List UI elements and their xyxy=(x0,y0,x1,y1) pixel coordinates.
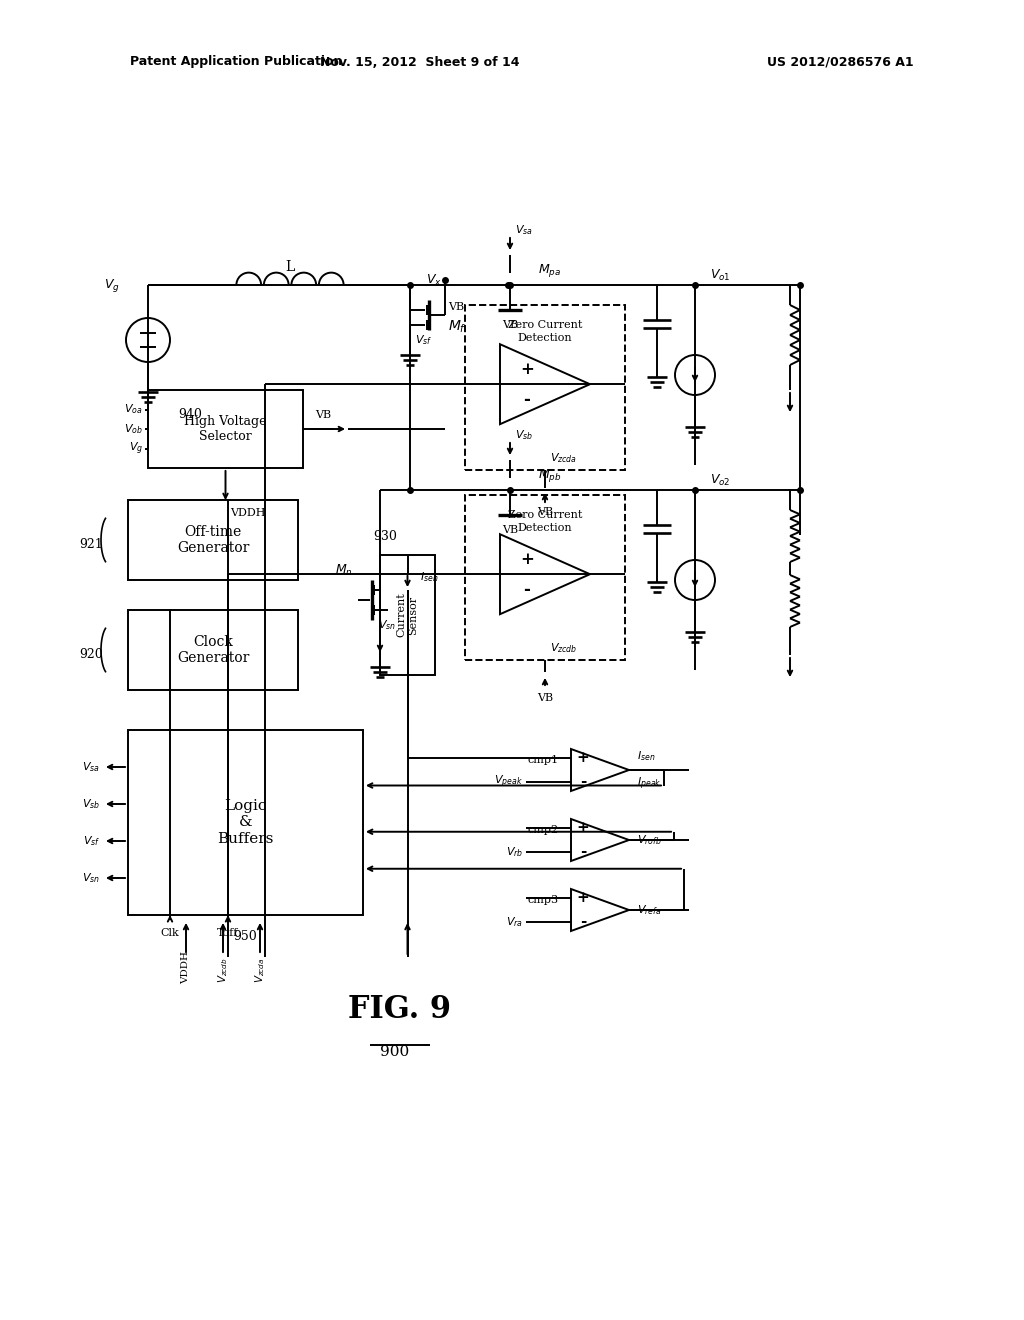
Text: $V_{zcdb}$: $V_{zcdb}$ xyxy=(550,642,578,655)
Text: cmp2: cmp2 xyxy=(528,825,559,836)
Text: Zero Current: Zero Current xyxy=(508,319,583,330)
Text: $V_{sa}$: $V_{sa}$ xyxy=(82,760,100,774)
Text: $M_{pb}$: $M_{pb}$ xyxy=(538,466,561,483)
Text: -: - xyxy=(523,581,530,598)
Text: $M_n$: $M_n$ xyxy=(335,562,353,578)
Text: $V_{zcda}$: $V_{zcda}$ xyxy=(253,957,267,983)
Text: $V_x$: $V_x$ xyxy=(426,272,441,288)
Text: $V_{peak}$: $V_{peak}$ xyxy=(495,774,523,791)
Bar xyxy=(128,730,362,915)
Text: +: + xyxy=(577,751,590,766)
Text: $I_{peak}$: $I_{peak}$ xyxy=(637,776,662,792)
Text: $M_{pa}$: $M_{pa}$ xyxy=(538,261,561,279)
Text: 900: 900 xyxy=(380,1045,410,1059)
Text: VDDH: VDDH xyxy=(181,950,190,983)
Text: +: + xyxy=(577,891,590,906)
Text: Logic
&
Buffers: Logic & Buffers xyxy=(217,800,273,846)
Text: US 2012/0286576 A1: US 2012/0286576 A1 xyxy=(767,55,913,69)
Bar xyxy=(148,389,303,469)
Text: Current
Sensor: Current Sensor xyxy=(396,593,418,638)
Text: 930: 930 xyxy=(373,531,397,544)
Bar xyxy=(380,554,435,675)
Text: Nov. 15, 2012  Sheet 9 of 14: Nov. 15, 2012 Sheet 9 of 14 xyxy=(321,55,520,69)
Text: Off-time
Generator: Off-time Generator xyxy=(177,525,249,556)
Text: $V_{sn}$: $V_{sn}$ xyxy=(82,871,100,884)
Text: $V_{ob}$: $V_{ob}$ xyxy=(124,422,143,436)
Text: VDDH: VDDH xyxy=(230,508,266,517)
Text: $V_{o1}$: $V_{o1}$ xyxy=(710,268,731,282)
Text: $V_{rofb}$: $V_{rofb}$ xyxy=(637,833,662,847)
Text: 950: 950 xyxy=(233,931,257,944)
Text: Zero Current: Zero Current xyxy=(508,510,583,520)
Bar xyxy=(465,495,625,660)
Text: $I_{sen}$: $I_{sen}$ xyxy=(637,750,655,763)
Text: FIG. 9: FIG. 9 xyxy=(348,994,452,1026)
Text: VB: VB xyxy=(502,319,518,330)
Bar xyxy=(128,500,298,579)
Text: Detection: Detection xyxy=(518,333,572,343)
Text: 920: 920 xyxy=(79,648,103,661)
Text: $V_{sa}$: $V_{sa}$ xyxy=(515,223,532,236)
Text: Patent Application Publication: Patent Application Publication xyxy=(130,55,342,69)
Text: $V_{zcda}$: $V_{zcda}$ xyxy=(550,451,578,465)
Text: +: + xyxy=(520,550,534,568)
Text: -: - xyxy=(580,845,586,859)
Text: VB: VB xyxy=(537,507,553,517)
Text: cmp3: cmp3 xyxy=(528,895,559,906)
Text: High Voltage
Selector: High Voltage Selector xyxy=(184,414,266,444)
Text: $V_g$: $V_g$ xyxy=(129,441,143,457)
Text: 940: 940 xyxy=(178,408,202,421)
Text: Toff: Toff xyxy=(217,928,239,939)
Text: $I_{sen}$: $I_{sen}$ xyxy=(420,570,438,583)
Text: VB: VB xyxy=(315,411,331,420)
Text: +: + xyxy=(520,360,534,378)
Text: $V_{sn}$: $V_{sn}$ xyxy=(378,618,396,632)
Bar xyxy=(128,610,298,690)
Text: -: - xyxy=(580,915,586,929)
Text: $V_{sb}$: $V_{sb}$ xyxy=(82,797,100,810)
Bar xyxy=(465,305,625,470)
Text: VB: VB xyxy=(502,525,518,535)
Text: VB: VB xyxy=(537,693,553,704)
Text: +: + xyxy=(577,821,590,836)
Text: $V_{sf}$: $V_{sf}$ xyxy=(83,834,100,847)
Text: $V_{ra}$: $V_{ra}$ xyxy=(506,915,523,929)
Text: $V_{oa}$: $V_{oa}$ xyxy=(124,403,143,416)
Text: $V_{o2}$: $V_{o2}$ xyxy=(710,473,730,487)
Text: L: L xyxy=(286,260,295,275)
Text: Clock
Generator: Clock Generator xyxy=(177,635,249,665)
Text: -: - xyxy=(580,775,586,789)
Text: $V_{zcdb}$: $V_{zcdb}$ xyxy=(216,957,230,983)
Text: Clk: Clk xyxy=(161,928,179,939)
Text: Detection: Detection xyxy=(518,523,572,533)
Text: 921: 921 xyxy=(79,539,103,552)
Text: cmp1: cmp1 xyxy=(528,755,559,766)
Text: $V_{sf}$: $V_{sf}$ xyxy=(415,333,432,347)
Text: $M_f$: $M_f$ xyxy=(449,319,467,335)
Text: $V_{sb}$: $V_{sb}$ xyxy=(515,428,534,442)
Text: $V_{refa}$: $V_{refa}$ xyxy=(637,903,662,917)
Text: -: - xyxy=(523,391,530,408)
Text: VB: VB xyxy=(449,302,464,312)
Text: $V_{rb}$: $V_{rb}$ xyxy=(506,845,523,859)
Text: $V_g$: $V_g$ xyxy=(104,276,120,293)
